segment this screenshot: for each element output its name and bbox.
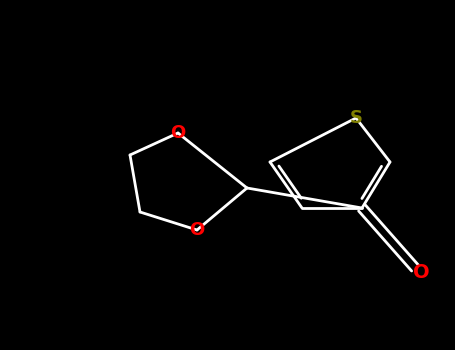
Text: S: S [349,109,363,127]
Text: O: O [413,264,430,282]
Text: O: O [170,124,186,142]
Text: O: O [189,221,205,239]
